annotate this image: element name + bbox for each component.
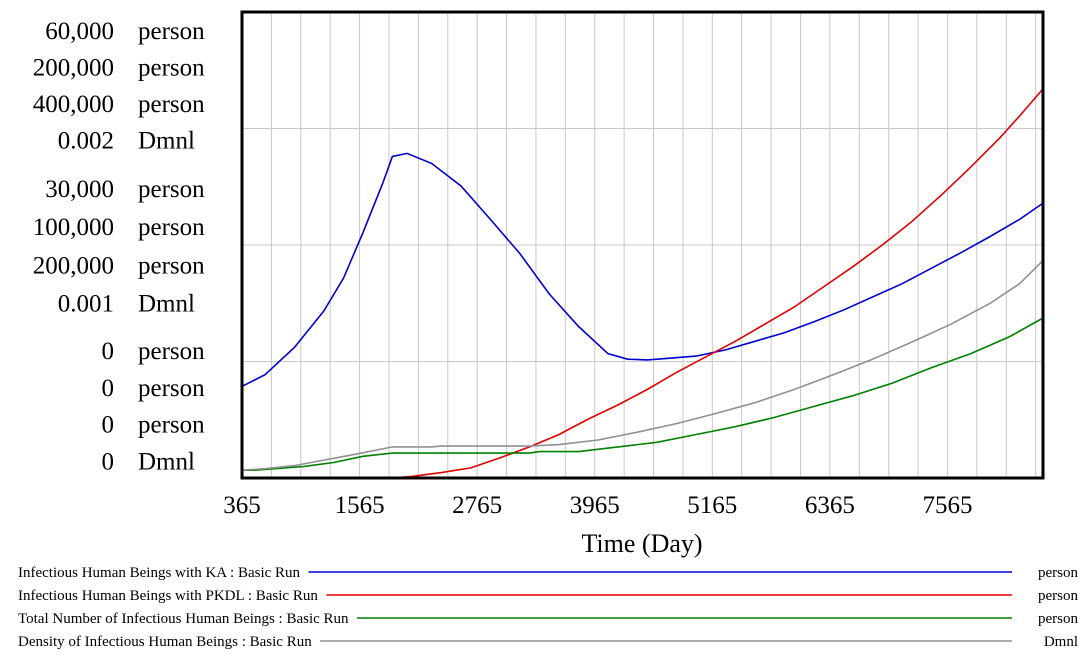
x-axis-label: Time (Day) xyxy=(581,529,702,558)
y-tick-value: 60,000 xyxy=(45,18,114,45)
series-line-1 xyxy=(241,152,1044,388)
x-axis-ticks: 365 1565 2765 3965 5165 6365 7565 xyxy=(223,492,972,519)
y-tick-unit: Dmnl xyxy=(138,448,195,475)
y-tick-unit: person xyxy=(138,55,205,82)
x-tick-label: 1565 xyxy=(335,492,385,519)
x-tick-label: 2765 xyxy=(452,492,502,519)
legend-series-name: Infectious Human Beings with KA : Basic … xyxy=(18,565,301,581)
y-tick-unit: person xyxy=(138,18,205,45)
plot-frame xyxy=(240,10,1045,480)
x-tick-label: 6365 xyxy=(805,492,855,519)
series-line-3 xyxy=(242,317,1044,471)
x-tick-label: 3965 xyxy=(570,492,620,519)
y-tick-unit: Dmnl xyxy=(138,291,195,318)
y-tick-value: 30,000 xyxy=(45,176,114,203)
y-tick-unit: person xyxy=(138,214,205,241)
y-tick-value: 0 xyxy=(102,412,115,439)
x-tick-label: 365 xyxy=(223,492,261,519)
legend-series-name: Infectious Human Beings with PKDL : Basi… xyxy=(18,588,318,604)
y-tick-value: 200,000 xyxy=(33,252,114,279)
series-line-2 xyxy=(242,88,1044,479)
series-line-4 xyxy=(241,259,1044,471)
y-tick-unit: Dmnl xyxy=(138,128,195,155)
y-tick-value: 100,000 xyxy=(33,214,114,241)
legend-series-name: Density of Infectious Human Beings : Bas… xyxy=(18,634,312,650)
y-tick-unit: person xyxy=(138,252,205,279)
y-tick-value: 0.002 xyxy=(58,128,114,155)
legend-unit: Dmnl xyxy=(1044,634,1078,650)
y-tick-value: 0.001 xyxy=(58,291,114,318)
legend-series-name: Total Number of Infectious Human Beings … xyxy=(18,611,349,627)
x-tick-label: 5165 xyxy=(687,492,737,519)
y-tick-unit: person xyxy=(138,176,205,203)
y-tick-value: 200,000 xyxy=(33,55,114,82)
series-lines xyxy=(241,88,1044,479)
y-tick-unit: person xyxy=(138,412,205,439)
y-tick-unit: person xyxy=(138,338,205,365)
grid xyxy=(242,12,1043,478)
legend-unit: person xyxy=(1038,565,1078,581)
y-tick-value: 0 xyxy=(102,375,115,402)
y-tick-unit: person xyxy=(138,91,205,118)
y-tick-value: 0 xyxy=(102,448,115,475)
x-tick-label: 7565 xyxy=(922,492,972,519)
y-tick-value: 0 xyxy=(102,338,115,365)
legend-unit: person xyxy=(1038,611,1078,627)
y-tick-unit: person xyxy=(138,375,205,402)
legend: Infectious Human Beings with KA : Basic … xyxy=(18,565,1078,650)
y-tick-value: 400,000 xyxy=(33,91,114,118)
legend-unit: person xyxy=(1038,588,1078,604)
y-axis-labels: 60,000 person 200,000 person 400,000 person 0.… xyxy=(33,18,205,475)
